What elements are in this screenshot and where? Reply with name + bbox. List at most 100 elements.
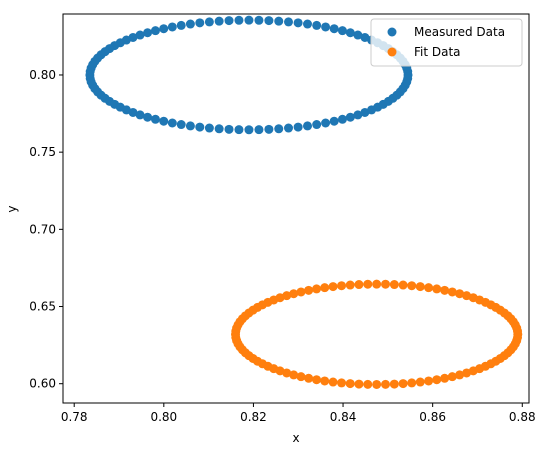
data-point — [462, 291, 472, 301]
data-point — [440, 373, 450, 383]
data-point — [204, 17, 214, 27]
data-point — [167, 22, 177, 32]
legend-label-fit: Fit Data — [414, 45, 461, 59]
data-point — [143, 112, 153, 122]
legend-label-measured: Measured Data — [414, 25, 505, 39]
data-point — [303, 19, 313, 29]
data-point — [312, 375, 322, 385]
data-point — [234, 15, 244, 25]
y-axis-label: y — [5, 205, 19, 212]
data-point — [455, 289, 465, 299]
data-point — [398, 280, 408, 290]
data-point — [398, 379, 408, 389]
data-point — [234, 125, 244, 135]
data-point — [254, 125, 264, 135]
data-point — [274, 16, 284, 26]
data-point — [424, 376, 434, 386]
data-point — [328, 282, 338, 292]
data-point — [289, 289, 299, 299]
data-point — [150, 114, 160, 124]
data-point — [143, 28, 153, 38]
data-point — [345, 379, 355, 389]
x-tick-label: 0.88 — [509, 410, 536, 424]
data-point — [224, 124, 234, 134]
data-point — [321, 22, 331, 32]
data-point — [296, 287, 306, 297]
data-point — [320, 376, 330, 386]
legend: Measured Data Fit Data — [370, 18, 523, 67]
y-tick-label: 0.70 — [29, 222, 56, 236]
data-point — [432, 284, 442, 294]
y-tick-label: 0.60 — [29, 377, 56, 391]
data-point — [195, 18, 205, 28]
data-point — [354, 280, 364, 290]
data-point — [244, 15, 254, 25]
data-point — [372, 279, 382, 289]
data-point — [195, 122, 205, 132]
data-point — [282, 368, 292, 378]
data-point — [304, 373, 314, 383]
data-point — [329, 24, 339, 34]
data-point — [360, 32, 370, 42]
data-point — [424, 283, 434, 293]
data-point — [214, 16, 224, 26]
y-tick-label: 0.65 — [29, 300, 56, 314]
data-point — [204, 123, 214, 133]
data-point — [176, 20, 186, 30]
data-point — [185, 19, 195, 29]
data-point — [415, 377, 425, 387]
data-point — [337, 378, 347, 388]
data-point — [254, 15, 264, 25]
data-point — [328, 377, 338, 387]
y-tick-label: 0.80 — [29, 68, 56, 82]
y-tick-label: 0.75 — [29, 145, 56, 159]
plot-frame — [62, 13, 530, 404]
data-point — [293, 122, 303, 132]
data-point — [159, 116, 169, 126]
data-point — [289, 370, 299, 380]
data-point — [447, 287, 457, 297]
x-tick-label: 0.86 — [419, 410, 446, 424]
data-point — [176, 120, 186, 130]
data-point — [389, 280, 399, 290]
legend-marker-measured — [387, 27, 397, 37]
x-tick-label: 0.78 — [61, 410, 88, 424]
data-point — [284, 17, 294, 27]
data-point — [455, 370, 465, 380]
data-point — [353, 110, 363, 120]
legend-marker-fit — [387, 47, 397, 57]
data-point — [296, 372, 306, 382]
x-axis-label: x — [292, 431, 299, 445]
data-point — [185, 121, 195, 131]
data-point — [337, 281, 347, 291]
data-point — [513, 332, 523, 342]
data-point — [284, 123, 294, 133]
data-point — [381, 279, 391, 289]
series-fit-data — [231, 279, 523, 389]
data-point — [447, 372, 457, 382]
data-point — [224, 16, 234, 26]
data-point — [407, 281, 417, 291]
data-point — [345, 28, 355, 38]
x-tick-label: 0.84 — [330, 410, 357, 424]
data-point — [312, 284, 322, 294]
data-point — [363, 379, 373, 389]
data-point — [372, 379, 382, 389]
data-point — [274, 124, 284, 134]
data-point — [403, 73, 413, 83]
data-point — [363, 279, 373, 289]
data-point — [432, 375, 442, 385]
data-point — [167, 118, 177, 128]
data-point — [345, 112, 355, 122]
data-point — [304, 285, 314, 295]
data-point — [321, 118, 331, 128]
data-point — [381, 379, 391, 389]
data-point — [415, 282, 425, 292]
data-point — [354, 379, 364, 389]
data-point — [389, 379, 399, 389]
data-point — [353, 30, 363, 40]
data-point — [264, 124, 274, 134]
data-point — [293, 18, 303, 28]
series-measured-data — [85, 15, 413, 135]
